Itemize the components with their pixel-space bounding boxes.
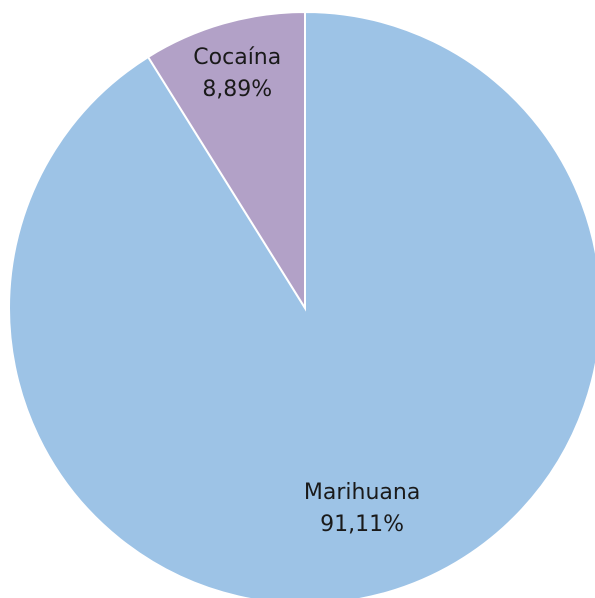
slice-value-marihuana: 91,11%	[320, 512, 404, 537]
pie-labels: Marihuana 91,11% Cocaína 8,89%	[193, 45, 420, 537]
slice-label-cocaina: Cocaína	[193, 45, 281, 70]
slice-label-marihuana: Marihuana	[304, 480, 420, 505]
pie-slices	[8, 10, 595, 598]
pie-slice-cocaina	[146, 10, 306, 312]
slice-value-cocaina: 8,89%	[202, 77, 272, 102]
